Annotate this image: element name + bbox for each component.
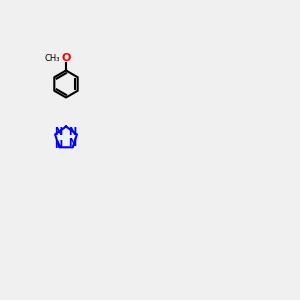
- Text: N: N: [54, 127, 63, 137]
- Text: CH₃: CH₃: [45, 54, 60, 63]
- Text: N: N: [54, 140, 63, 151]
- Text: O: O: [61, 53, 71, 64]
- Text: N: N: [68, 137, 76, 148]
- Text: N: N: [68, 127, 76, 137]
